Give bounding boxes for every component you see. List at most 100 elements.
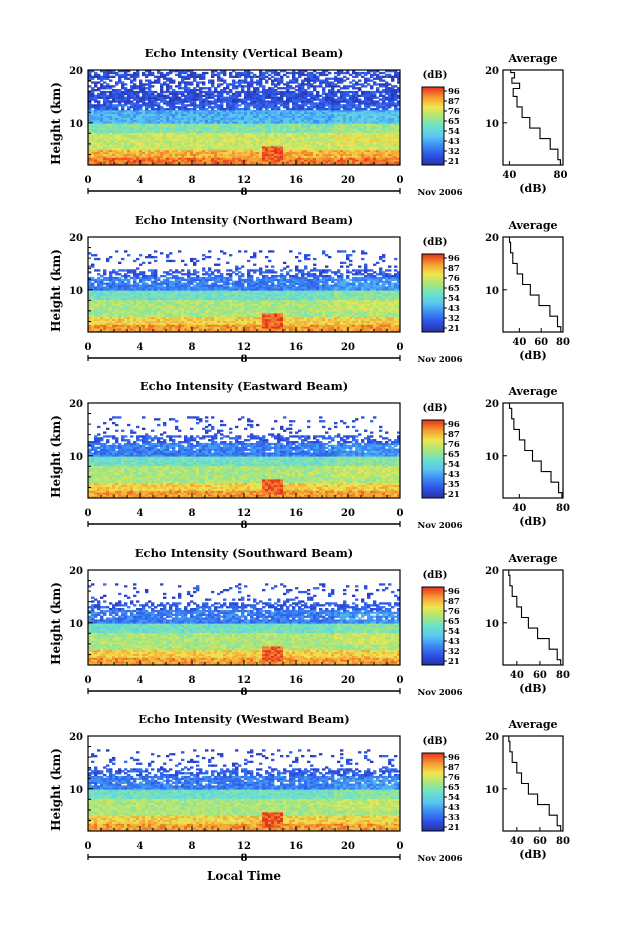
x-tick-label: 4: [137, 508, 144, 519]
profile-x-tick-label: 80: [556, 836, 570, 847]
x-tick-label: 12: [237, 675, 251, 686]
profile-x-tick-label: 40: [510, 670, 524, 681]
colorbar-band: [422, 110, 444, 113]
colorbar-band: [422, 137, 444, 141]
colorbar-band: [422, 782, 444, 785]
colorbar-band: [422, 645, 444, 648]
colorbar-tick-label: 21: [448, 324, 460, 334]
colorbar-band: [422, 604, 444, 607]
colorbar-tick-label: 76: [448, 274, 460, 284]
colorbar-band: [422, 614, 444, 617]
x-tick-label: 16: [289, 841, 303, 852]
profile-y-tick-label: 20: [485, 732, 499, 743]
panel-2: Echo Intensity (Eastward Beam) 10 20 Height…: [49, 379, 570, 531]
colorbar-band: [422, 453, 444, 456]
colorbar-tick-label: 65: [448, 117, 460, 127]
colorbar-band: [422, 161, 444, 164]
profile-x-tick-label: 60: [534, 337, 548, 348]
colorbar-tick-label: 87: [448, 430, 460, 440]
colorbar-tick-label: 65: [448, 284, 460, 294]
colorbar-tick-label: 76: [448, 607, 460, 617]
colorbar-band: [422, 608, 444, 611]
colorbar-band: [422, 492, 444, 495]
colorbar-band: [422, 784, 444, 787]
profile-x-tick-label: 80: [556, 670, 570, 681]
colorbar-band: [422, 279, 444, 282]
colorbar-band: [422, 310, 444, 313]
y-tick-label: 20: [69, 732, 83, 743]
colorbar-band: [422, 102, 444, 105]
colorbar-tick-label: 32: [448, 647, 460, 657]
colorbar-tick-label: 54: [448, 127, 460, 137]
colorbar-band: [422, 786, 444, 789]
profile-line: [508, 403, 563, 498]
x-tick-label: 0: [397, 342, 404, 353]
colorbar-band: [422, 425, 444, 429]
colorbar-band: [422, 472, 444, 475]
colorbar-band: [422, 803, 444, 807]
colorbar-band: [422, 304, 444, 308]
colorbar-band: [422, 326, 444, 329]
colorbar-band: [422, 588, 444, 592]
profile-x-axis-label: (dB): [519, 515, 546, 528]
x-tick-label: 4: [137, 675, 144, 686]
colorbar-band: [422, 811, 444, 814]
y-axis-label: Height (km): [49, 249, 63, 332]
x-tick-label: 20: [341, 175, 355, 186]
colorbar-tick-label: 96: [448, 254, 460, 264]
profile-x-tick-label: 80: [556, 503, 570, 514]
colorbar-band: [422, 129, 444, 133]
colorbar-band: [422, 145, 444, 148]
colorbar-band: [422, 120, 444, 123]
colorbar-band: [422, 470, 444, 474]
colorbar-tick-label: 43: [448, 470, 460, 480]
x-tick-label: 0: [397, 841, 404, 852]
colorbar-band: [422, 308, 444, 311]
colorbar-label: (dB): [423, 570, 448, 581]
x-tick-label: 20: [341, 675, 355, 686]
colorbar-tick-label: 54: [448, 627, 460, 637]
colorbar-band: [422, 754, 444, 758]
colorbar-band: [422, 267, 444, 270]
profile-y-tick-label: 10: [485, 785, 499, 796]
colorbar-band: [422, 606, 444, 609]
colorbar-band: [422, 141, 444, 144]
profile-x-tick-label: 40: [512, 337, 526, 348]
profile-title: Average: [507, 385, 557, 398]
profile-y-tick-label: 10: [485, 286, 499, 297]
colorbar-band: [422, 653, 444, 656]
panel-1: Echo Intensity (Northward Beam) 10 20 Heigh…: [49, 213, 570, 365]
colorbar-band: [422, 762, 444, 766]
panel-title: Echo Intensity (Westward Beam): [138, 712, 349, 726]
colorbar-band: [422, 133, 444, 137]
colorbar-tick-label: 33: [448, 813, 460, 823]
colorbar-band: [422, 482, 444, 485]
colorbar-tick-label: 21: [448, 823, 460, 833]
colorbar-band: [422, 96, 444, 100]
x-tick-label: 16: [289, 508, 303, 519]
date-label: Nov 2006: [418, 688, 463, 698]
colorbar-band: [422, 271, 444, 274]
colorbar-band: [422, 622, 444, 625]
colorbar-band: [422, 468, 444, 472]
date-label: Nov 2006: [418, 188, 463, 198]
colorbar-tick-label: 96: [448, 87, 460, 97]
colorbar-band: [422, 819, 444, 822]
colorbar-band: [422, 778, 444, 781]
colorbar-band: [422, 314, 444, 317]
colorbar-label: (dB): [423, 70, 448, 81]
colorbar-band: [422, 643, 444, 646]
day-label: 8: [241, 687, 248, 698]
colorbar-frame: [421, 586, 445, 666]
y-axis-label: Height (km): [49, 582, 63, 665]
colorbar-label: (dB): [423, 736, 448, 747]
colorbar-band: [422, 88, 444, 92]
colorbar-tick-label: 65: [448, 617, 460, 627]
colorbar-band: [422, 457, 444, 460]
colorbar-band: [422, 821, 444, 824]
profile-x-axis-label: (dB): [519, 848, 546, 861]
colorbar-band: [422, 460, 444, 464]
heatmap-cells: [88, 416, 401, 499]
colorbar-band: [422, 659, 444, 662]
colorbar-band: [422, 596, 444, 600]
